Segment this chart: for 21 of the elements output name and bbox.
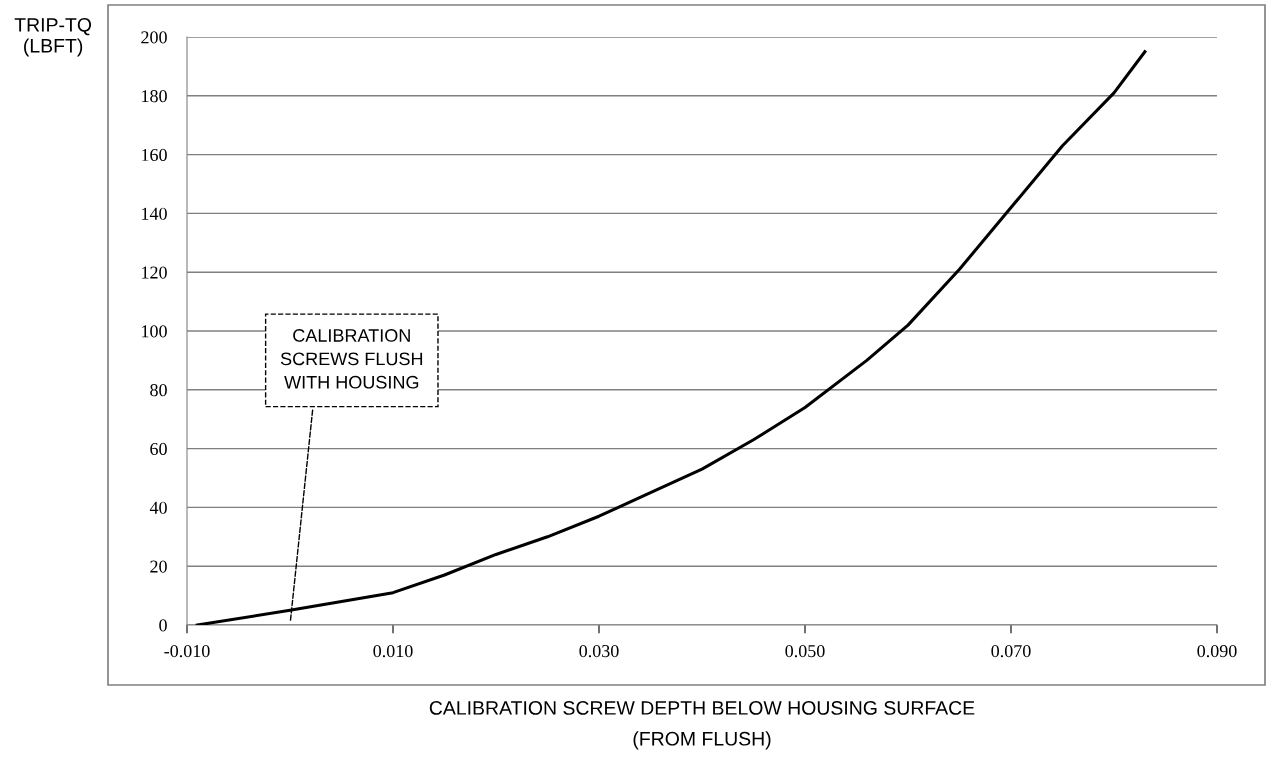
y-tick-label: 180 [142, 90, 167, 103]
y-tick-label: 80 [150, 384, 167, 397]
x-axis-title: CALIBRATION SCREW DEPTH BELOW HOUSING SURFACE (FROM FLUSH) [429, 701, 975, 750]
y-tick-label: 200 [141, 31, 167, 44]
x-tick-label: 0.030 [579, 644, 619, 658]
y-axis-title: TRIP-TQ (LBFT) [14, 17, 92, 57]
y-tick-label: 0 [159, 619, 167, 632]
y-tick-label: 160 [142, 148, 167, 162]
x-tick-label: 0.090 [1197, 644, 1237, 658]
x-tick-label: 0.070 [991, 644, 1031, 658]
annotation: CALIBRATION SCREWS FLUSH WITH HOUSING [280, 329, 423, 389]
x-tick-label: 0.050 [785, 644, 825, 658]
x-tick-label: -0.010 [164, 644, 210, 658]
y-tick-label: 120 [142, 266, 167, 279]
y-tick-label: 100 [142, 325, 167, 338]
y-tick-label: 20 [150, 560, 167, 573]
line-series [195, 50, 1147, 625]
x-tick-label: 0.010 [373, 644, 413, 658]
y-tick-label: 140 [142, 207, 167, 220]
y-tick-label: 60 [150, 442, 167, 456]
y-tick-label: 40 [149, 501, 167, 514]
